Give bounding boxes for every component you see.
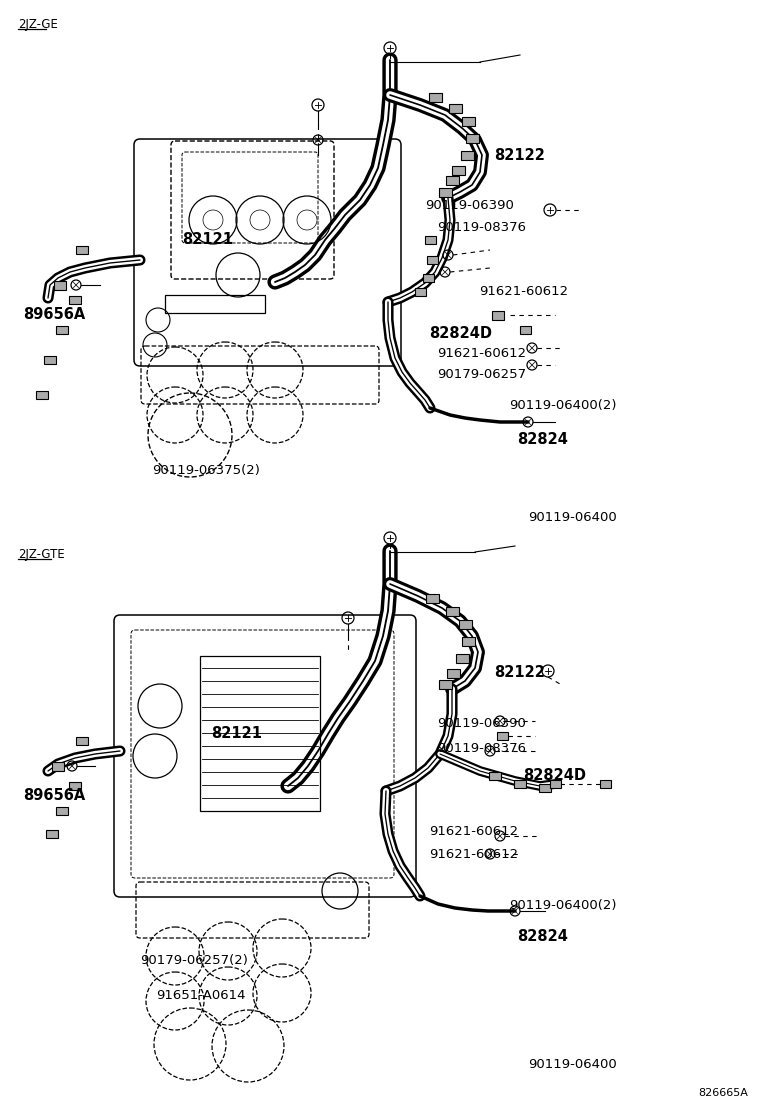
Bar — [520, 326, 530, 334]
Text: 2JZ-GE: 2JZ-GE — [18, 18, 58, 31]
Text: 82824D: 82824D — [429, 326, 492, 341]
Text: 91621-60612: 91621-60612 — [429, 825, 518, 838]
Bar — [54, 280, 66, 289]
Text: 90119-08376: 90119-08376 — [437, 221, 526, 235]
Bar — [445, 606, 458, 616]
Bar — [423, 274, 433, 282]
Bar — [455, 654, 468, 663]
Text: 90119-06375(2): 90119-06375(2) — [152, 464, 260, 477]
Bar — [496, 732, 508, 739]
Text: 91621-60612: 91621-60612 — [437, 347, 526, 360]
Text: 90119-06400: 90119-06400 — [528, 1058, 617, 1071]
Bar — [465, 133, 479, 142]
Text: 82122: 82122 — [494, 148, 545, 163]
Text: 90119-06400(2): 90119-06400(2) — [509, 898, 616, 912]
Bar — [76, 737, 88, 745]
Bar — [461, 150, 473, 159]
Bar — [426, 594, 439, 603]
Bar — [448, 103, 461, 112]
Text: 82121: 82121 — [182, 231, 233, 247]
Bar — [461, 117, 474, 126]
Text: 90119-06390: 90119-06390 — [426, 199, 515, 212]
Bar — [165, 295, 265, 312]
Bar — [439, 188, 451, 197]
Text: 82824: 82824 — [517, 929, 568, 944]
Bar — [56, 326, 68, 334]
Bar — [44, 356, 56, 364]
Text: 90179-06257: 90179-06257 — [437, 368, 526, 381]
Text: 89656A: 89656A — [23, 307, 85, 322]
Text: 90119-06390: 90119-06390 — [437, 717, 526, 731]
Bar — [514, 780, 526, 788]
Bar — [447, 668, 460, 677]
Text: 91621-60612: 91621-60612 — [479, 285, 568, 298]
Bar — [69, 782, 81, 790]
Bar — [492, 310, 504, 319]
Bar — [461, 636, 474, 645]
Bar — [539, 784, 551, 792]
Bar — [600, 780, 610, 788]
Bar — [69, 296, 81, 304]
Bar — [489, 772, 501, 780]
Bar — [458, 619, 471, 628]
Bar — [36, 391, 48, 399]
Bar — [56, 807, 68, 815]
Text: 82121: 82121 — [211, 726, 262, 742]
Bar — [429, 92, 442, 101]
Bar — [200, 656, 320, 811]
Bar — [425, 236, 435, 244]
Bar — [451, 166, 464, 175]
Text: 91621-60612: 91621-60612 — [429, 847, 518, 861]
Text: 90119-08376: 90119-08376 — [437, 742, 526, 755]
Text: 82122: 82122 — [494, 665, 545, 681]
Text: 91651-A0614: 91651-A0614 — [156, 989, 245, 1002]
Bar — [414, 288, 426, 296]
Text: 90179-06257(2): 90179-06257(2) — [141, 954, 249, 967]
Text: 90119-06400(2): 90119-06400(2) — [509, 399, 616, 413]
Bar — [426, 256, 438, 264]
Bar — [439, 679, 451, 688]
Bar — [52, 762, 64, 771]
Text: 90119-06400: 90119-06400 — [528, 510, 617, 524]
Bar — [46, 830, 58, 838]
Text: 2JZ-GTE: 2JZ-GTE — [18, 548, 65, 560]
Text: 82824: 82824 — [517, 431, 568, 447]
Text: 89656A: 89656A — [23, 787, 85, 803]
Bar — [549, 780, 560, 788]
Text: 82824D: 82824D — [523, 767, 586, 783]
Bar — [445, 176, 458, 185]
Bar — [76, 246, 88, 254]
Text: 826665A: 826665A — [698, 1088, 748, 1098]
